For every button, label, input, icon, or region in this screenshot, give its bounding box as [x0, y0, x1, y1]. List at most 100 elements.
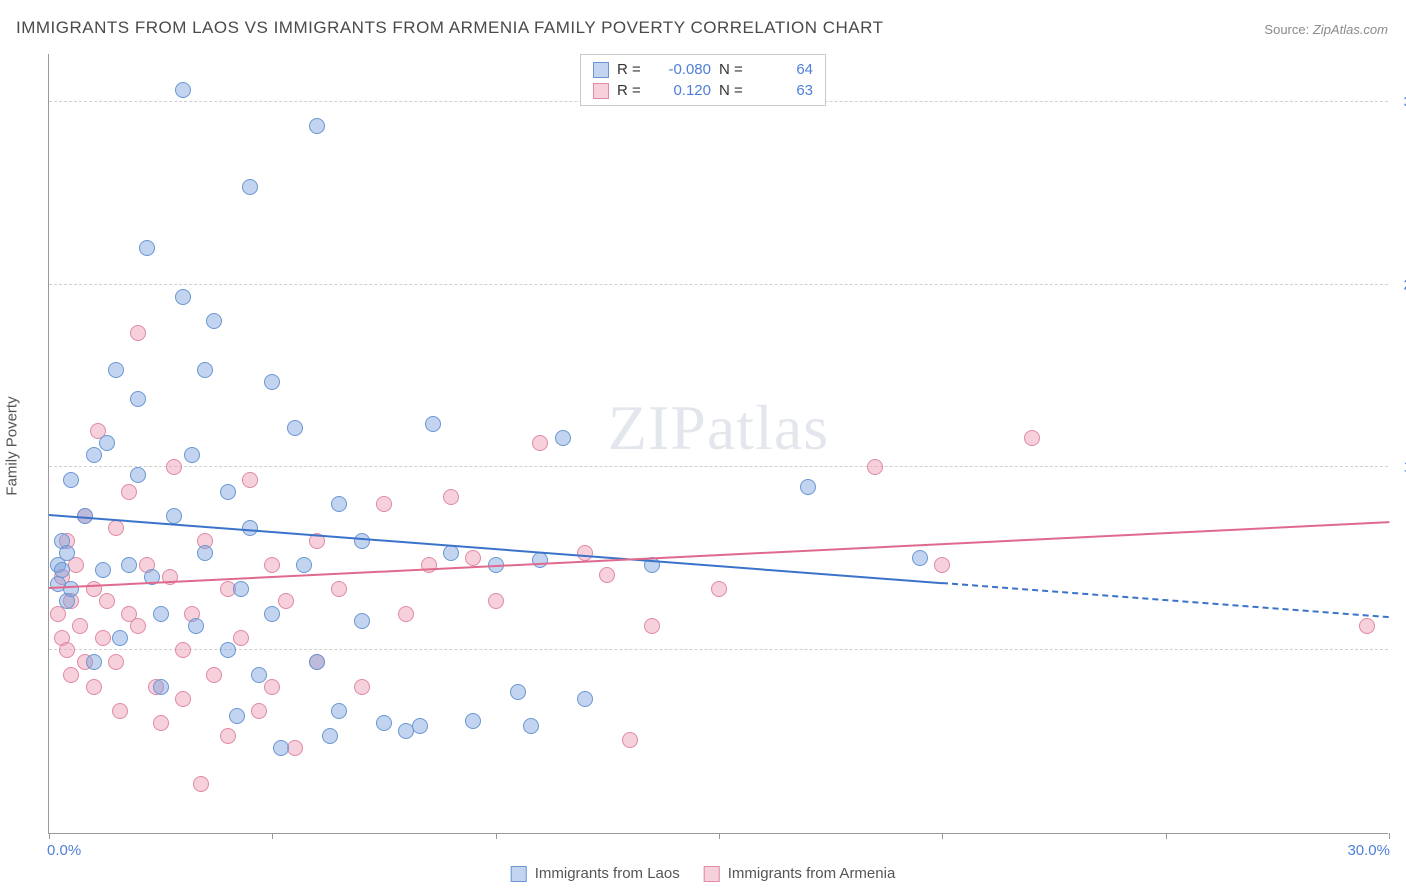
armenia-point — [278, 593, 294, 609]
armenia-point — [59, 642, 75, 658]
series-legend: Immigrants from Laos Immigrants from Arm… — [511, 865, 896, 882]
armenia-point — [99, 593, 115, 609]
laos-point — [331, 496, 347, 512]
legend-row-armenia: R = 0.120 N = 63 — [593, 80, 813, 101]
n-label: N = — [719, 61, 747, 78]
legend-item-laos: Immigrants from Laos — [511, 865, 680, 882]
source-attribution: Source: ZipAtlas.com — [1264, 22, 1388, 37]
laos-point — [86, 654, 102, 670]
armenia-point — [443, 489, 459, 505]
n-value-armenia: 63 — [755, 82, 813, 99]
armenia-point — [644, 618, 660, 634]
watermark: ZIPatlas — [608, 391, 829, 465]
laos-point — [54, 562, 70, 578]
legend-item-armenia: Immigrants from Armenia — [704, 865, 896, 882]
source-label: Source: — [1264, 22, 1309, 37]
laos-point — [264, 374, 280, 390]
x-tick — [49, 833, 50, 839]
laos-point — [523, 718, 539, 734]
laos-point — [121, 557, 137, 573]
armenia-point — [488, 593, 504, 609]
armenia-point — [354, 679, 370, 695]
y-tick-label: 7.5% — [1394, 642, 1406, 659]
laos-point — [197, 362, 213, 378]
r-label: R = — [617, 61, 645, 78]
armenia-point — [108, 654, 124, 670]
laos-point — [130, 391, 146, 407]
armenia-point — [121, 484, 137, 500]
armenia-point — [175, 642, 191, 658]
laos-point — [251, 667, 267, 683]
armenia-point — [95, 630, 111, 646]
armenia-point — [1024, 430, 1040, 446]
armenia-point — [108, 520, 124, 536]
laos-point — [800, 479, 816, 495]
laos-point — [229, 708, 245, 724]
r-value-laos: -0.080 — [653, 61, 711, 78]
laos-point — [425, 416, 441, 432]
laos-point — [287, 420, 303, 436]
laos-point — [184, 447, 200, 463]
laos-point — [153, 606, 169, 622]
laos-point — [354, 613, 370, 629]
armenia-point — [398, 606, 414, 622]
armenia-point — [711, 581, 727, 597]
laos-point — [166, 508, 182, 524]
swatch-laos — [593, 62, 609, 78]
laos-point — [220, 484, 236, 500]
laos-point — [264, 606, 280, 622]
swatch-laos — [511, 866, 527, 882]
watermark-bold: ZIP — [608, 392, 707, 463]
armenia-point — [166, 459, 182, 475]
armenia-point — [86, 679, 102, 695]
laos-point — [206, 313, 222, 329]
armenia-point — [175, 691, 191, 707]
gridline-h — [49, 284, 1388, 285]
chart-title: IMMIGRANTS FROM LAOS VS IMMIGRANTS FROM … — [16, 18, 883, 38]
regression-laos-dashed — [942, 582, 1389, 618]
laos-point — [577, 691, 593, 707]
plot-area: ZIPatlas 0.0% 30.0% 7.5%15.0%22.5%30.0% — [48, 54, 1388, 834]
armenia-point — [622, 732, 638, 748]
armenia-point — [264, 679, 280, 695]
laos-point — [354, 533, 370, 549]
laos-point — [555, 430, 571, 446]
laos-point — [108, 362, 124, 378]
armenia-point — [72, 618, 88, 634]
armenia-point — [130, 325, 146, 341]
laos-point — [412, 718, 428, 734]
laos-point — [532, 552, 548, 568]
y-tick-label: 15.0% — [1394, 459, 1406, 476]
swatch-armenia — [593, 83, 609, 99]
laos-point — [322, 728, 338, 744]
laos-point — [139, 240, 155, 256]
laos-point — [242, 179, 258, 195]
watermark-thin: atlas — [707, 392, 829, 463]
laos-point — [188, 618, 204, 634]
laos-point — [912, 550, 928, 566]
armenia-point — [130, 618, 146, 634]
laos-point — [510, 684, 526, 700]
legend-row-laos: R = -0.080 N = 64 — [593, 59, 813, 80]
laos-point — [86, 447, 102, 463]
armenia-point — [264, 557, 280, 573]
armenia-point — [233, 630, 249, 646]
x-tick — [272, 833, 273, 839]
laos-point — [220, 642, 236, 658]
x-tick — [1389, 833, 1390, 839]
correlation-legend: R = -0.080 N = 64 R = 0.120 N = 63 — [580, 54, 826, 106]
armenia-point — [331, 581, 347, 597]
x-axis-min-label: 0.0% — [47, 842, 81, 859]
armenia-point — [206, 667, 222, 683]
gridline-h — [49, 649, 1388, 650]
source-value: ZipAtlas.com — [1313, 22, 1388, 37]
y-tick-label: 22.5% — [1394, 276, 1406, 293]
armenia-point — [934, 557, 950, 573]
n-value-laos: 64 — [755, 61, 813, 78]
swatch-armenia — [704, 866, 720, 882]
x-axis-max-label: 30.0% — [1347, 842, 1390, 859]
armenia-point — [577, 545, 593, 561]
laos-point — [296, 557, 312, 573]
laos-point — [99, 435, 115, 451]
armenia-point — [532, 435, 548, 451]
